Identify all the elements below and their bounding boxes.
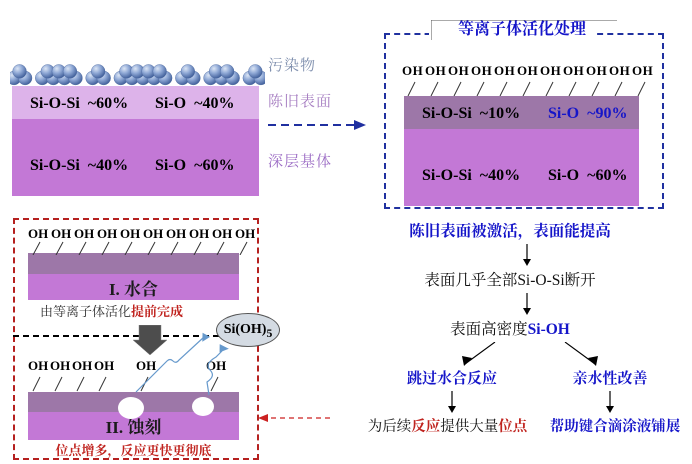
svg-text:OH: OH: [50, 360, 70, 373]
svg-text:OH: OH: [28, 228, 48, 241]
svg-text:OH: OH: [189, 228, 209, 241]
svg-text:OH: OH: [143, 228, 163, 241]
svg-text:OH: OH: [517, 64, 538, 78]
svg-text:OH: OH: [425, 64, 446, 78]
svg-text:OH: OH: [166, 228, 186, 241]
svg-text:OH: OH: [74, 228, 94, 241]
svg-text:OH: OH: [586, 64, 607, 78]
svg-text:OH: OH: [471, 64, 492, 78]
svg-text:OH: OH: [72, 360, 92, 373]
svg-text:OH: OH: [609, 64, 630, 78]
svg-text:OH: OH: [494, 64, 515, 78]
svg-text:OH: OH: [51, 228, 71, 241]
svg-text:OH: OH: [632, 64, 653, 78]
svg-text:OH: OH: [212, 228, 232, 241]
svg-text:OH: OH: [540, 64, 561, 78]
svg-text:OH: OH: [235, 228, 255, 241]
svg-text:OH: OH: [402, 64, 423, 78]
svg-text:OH: OH: [28, 360, 48, 373]
svg-text:OH: OH: [120, 228, 140, 241]
svg-text:OH: OH: [97, 228, 117, 241]
svg-text:OH: OH: [448, 64, 469, 78]
svg-text:OH: OH: [563, 64, 584, 78]
